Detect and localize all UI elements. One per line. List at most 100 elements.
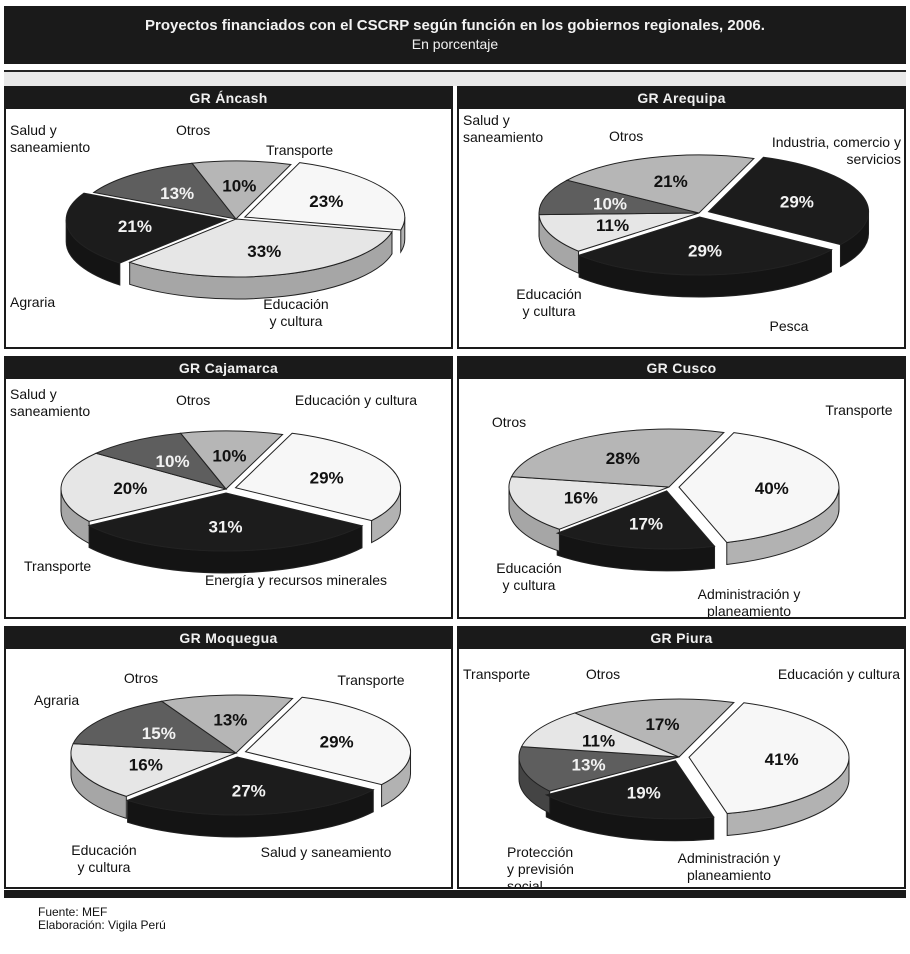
- chart-title: GR Cusco: [459, 358, 904, 379]
- pie-slice-percent: 23%: [309, 192, 343, 211]
- pie-slice-percent: 20%: [113, 479, 147, 498]
- pie-slice: [538, 179, 700, 216]
- pie-slice: [518, 746, 680, 792]
- figure: Proyectos financiados con el CSCRP según…: [4, 6, 906, 948]
- pie-chart-arequipa: 29% 29% 11% 10% 21% Industria, comercio y serv…: [463, 112, 901, 334]
- pie-slice-label: Administración y planeamiento: [698, 586, 801, 617]
- pie-slice-label: Educación y cultura: [71, 842, 136, 875]
- pie-slice-percent: 17%: [629, 515, 663, 534]
- pie-top: 29% 31% 20% 10% 10%: [60, 430, 401, 552]
- footer: Fuente: MEF Elaboración: Vigila Perú: [38, 906, 166, 932]
- pie-slice-percent: 10%: [593, 194, 627, 213]
- pie-slice: [510, 428, 725, 488]
- pie-slice-label: Otros: [176, 392, 210, 408]
- chart-title: GR Arequipa: [459, 88, 904, 109]
- chart-panel-piura: GR Piura 41% 19% 13% 11% 17% Educación y cult…: [457, 626, 906, 889]
- pie-slice-label: Otros: [176, 122, 210, 138]
- pie-slice-percent: 17%: [645, 715, 679, 734]
- chart-panel-cusco: GR Cusco 40% 17% 16% 28% Transporte Administr…: [457, 356, 906, 619]
- pie-slice: [94, 432, 228, 490]
- pie-slice: [544, 760, 715, 820]
- pie-slice-label: Educación y cultura: [516, 286, 581, 319]
- pie-slice-percent: 13%: [213, 710, 247, 729]
- pie-slice: [191, 160, 292, 220]
- pie-slice-percent: 28%: [606, 449, 640, 468]
- pie-slice-percent: 13%: [572, 756, 606, 775]
- figure-title: Proyectos financiados con el CSCRP según…: [145, 17, 765, 34]
- pie-slice-label: Educación y cultura: [778, 666, 900, 682]
- header-divider: [4, 70, 906, 86]
- pie-chart-ancash: 23% 33% 21% 13% 10% Transporte Educación y cult…: [10, 122, 406, 329]
- pie-slice-percent: 29%: [780, 193, 814, 212]
- pie-slice: [555, 490, 716, 550]
- pie-slice-percent: 11%: [582, 731, 615, 750]
- pie-slice: [520, 712, 680, 758]
- pie-slice: [179, 430, 284, 490]
- chart-panel-moquegua: GR Moquegua 29% 27% 16% 15% 13% Transporte Sal…: [4, 626, 453, 889]
- pie-slice: [92, 162, 238, 220]
- pie-slice: [160, 694, 294, 754]
- pie-slice: [60, 452, 227, 522]
- pie-slice-percent: 41%: [765, 750, 799, 769]
- pie-slice-label: Transporte: [825, 402, 892, 418]
- pie-chart-piura: 41% 19% 13% 11% 17% Educación y cultura Admini…: [463, 666, 900, 887]
- pie-slice: [573, 698, 735, 758]
- pie-slice: [577, 216, 833, 276]
- pie-slice-percent: 29%: [688, 242, 722, 261]
- pie-slice-percent: 21%: [654, 172, 688, 191]
- pie-slice-percent: 27%: [232, 781, 266, 800]
- pie-slice: [234, 432, 401, 522]
- figure-subtitle: En porcentaje: [411, 36, 499, 52]
- pie-slice-percent: 21%: [118, 217, 152, 236]
- pie-slice-percent: 29%: [320, 733, 354, 752]
- pie-slice-label: Agraria: [10, 294, 55, 310]
- pie-slice: [126, 756, 375, 816]
- pie-slice-label: Industria, comercio y servicios: [772, 134, 901, 167]
- pie-slice-label: Transporte: [463, 666, 530, 682]
- pie-slice: [538, 212, 700, 252]
- pie-slice-percent: 15%: [142, 724, 176, 743]
- pie-slice-percent: 31%: [209, 518, 243, 537]
- chart-panel-arequipa: GR Arequipa 29% 29% 11% 10% 21% Industria, co…: [457, 86, 906, 349]
- pie-slice-label: Otros: [609, 128, 643, 144]
- pie-slice-label: Pesca: [770, 318, 809, 334]
- pie-slice-label: Educación y cultura: [496, 560, 561, 593]
- pie-slice-label: Transporte: [337, 672, 404, 688]
- pie-slice: [678, 432, 840, 543]
- pie-slice-label: Transporte: [24, 558, 91, 574]
- pie-chart-moquegua: 29% 27% 16% 15% 13% Transporte Salud y saneami…: [34, 670, 412, 875]
- pie-slice-label: Salud y saneamiento: [261, 844, 392, 860]
- source-note: Fuente: MEF: [38, 905, 108, 919]
- pie-slice-percent: 11%: [596, 216, 629, 235]
- chart-title: GR Moquegua: [6, 628, 451, 649]
- pie-slice: [707, 156, 870, 246]
- pie-slice: [72, 700, 238, 754]
- pie-slice-percent: 16%: [564, 489, 598, 508]
- pie-top: 23% 33% 21% 13% 10%: [65, 160, 406, 278]
- pie-depth: [518, 756, 850, 842]
- pie-slice-label: Protección y previsión social: [507, 844, 574, 887]
- pie-slice-percent: 10%: [156, 452, 190, 471]
- pie-slice-label: Educación y cultura: [263, 296, 328, 329]
- footer-divider: [4, 890, 906, 898]
- chart-panel-cajamarca: GR Cajamarca 29% 31% 20% 10% 10% Educación y …: [4, 356, 453, 619]
- pie-slice-label: Salud y saneamiento: [10, 122, 90, 155]
- pie-slice-label: Energía y recursos minerales: [205, 572, 387, 588]
- pie-slice-percent: 10%: [222, 176, 256, 195]
- chart-title: GR Piura: [459, 628, 904, 649]
- pie-slice-label: Transporte: [266, 142, 333, 158]
- pie-chart-cusco: 40% 17% 16% 28% Transporte Administración y pl…: [492, 402, 893, 617]
- pie-slice-label: Administración y planeamiento: [678, 850, 781, 883]
- pie-slice-label: Otros: [586, 666, 620, 682]
- pie-slice-label: Salud y saneamiento: [10, 386, 90, 419]
- pie-slice-label: Salud y saneamiento: [463, 112, 543, 145]
- pie-slice-percent: 13%: [160, 184, 194, 203]
- pie-slice: [243, 162, 406, 231]
- pie-top: 29% 29% 11% 10% 21%: [538, 154, 870, 276]
- pie-slice-percent: 33%: [247, 242, 281, 261]
- chart-title: GR Cajamarca: [6, 358, 451, 379]
- pie-slice-label: Agraria: [34, 692, 79, 708]
- credit-note: Elaboración: Vigila Perú: [38, 918, 166, 932]
- pie-slice-label: Otros: [492, 414, 526, 430]
- pie-slice-percent: 29%: [310, 469, 344, 488]
